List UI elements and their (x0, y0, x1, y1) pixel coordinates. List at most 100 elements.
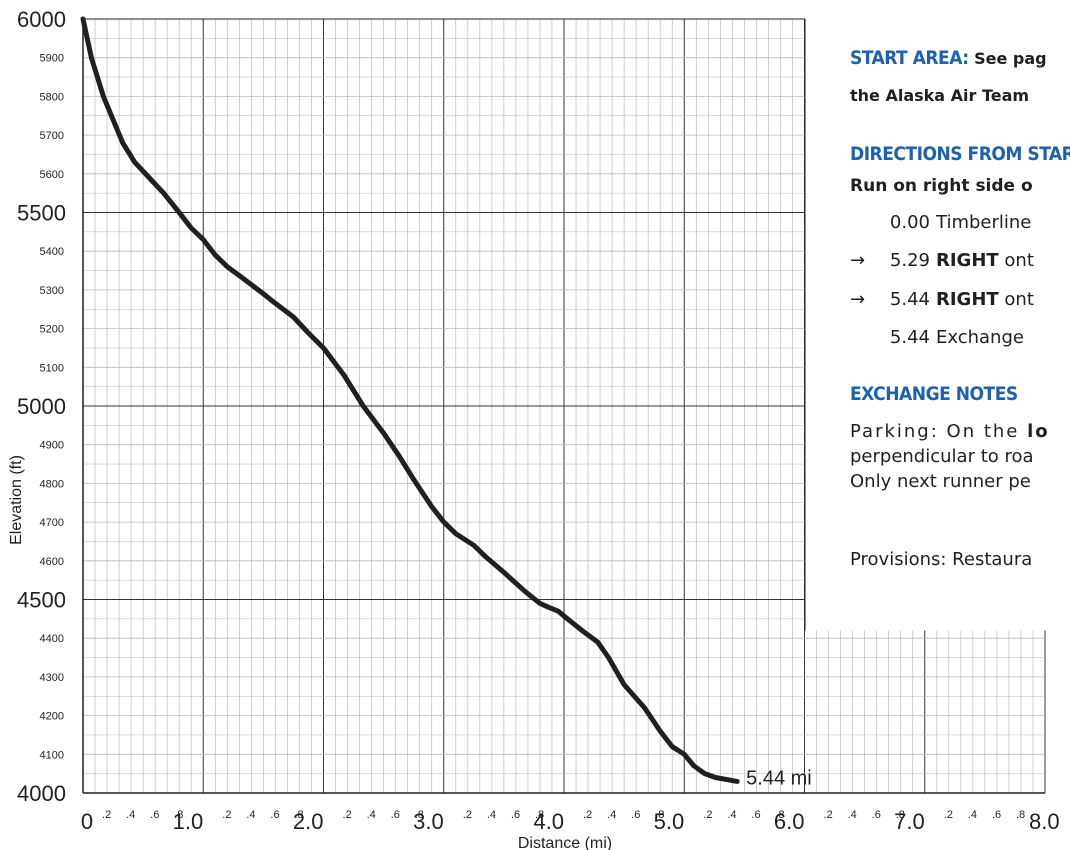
direction-step: → 5.29 RIGHT ont (850, 250, 1034, 271)
x-tick-minor: .8 (896, 809, 905, 821)
parking-line-3: Only next runner pe (850, 471, 1031, 492)
x-tick-minor: .8 (174, 809, 183, 821)
axes (82, 18, 1045, 794)
y-tick-minor: 4100 (40, 749, 64, 761)
step-text: Timberline (936, 212, 1032, 233)
x-tick-minor: .8 (1016, 809, 1025, 821)
parking-label: Parking: On the (850, 421, 1020, 442)
step-mile: 5.29 (889, 250, 930, 271)
x-tick-major: 0 (81, 809, 93, 834)
direction-step: 5.44 Exchange (850, 327, 1024, 348)
x-tick-minor: .2 (583, 809, 592, 821)
y-tick-minor: 5400 (40, 246, 64, 258)
x-tick-major: 6.0 (774, 809, 805, 834)
direction-step: 0.00 Timberline (850, 212, 1031, 233)
x-tick-minor: .4 (968, 809, 977, 821)
x-tick-minor: .2 (824, 809, 833, 821)
x-tick-minor: .8 (775, 809, 784, 821)
directions-subtitle: Run on right side o (850, 176, 1033, 196)
y-tick-minor: 4800 (40, 478, 64, 490)
arrow-right-icon: → (850, 250, 866, 271)
y-tick-minor: 5700 (40, 130, 64, 142)
annotations: 5.44 mi (746, 767, 812, 789)
x-axis-label: Distance (mi) (518, 835, 612, 850)
y-tick-minor: 4200 (40, 711, 64, 723)
x-tick-minor: .6 (391, 809, 400, 821)
y-tick-minor: 4400 (40, 633, 64, 645)
x-tick-major: 3.0 (413, 809, 444, 834)
y-tick-minor: 5600 (40, 169, 64, 181)
x-tick-minor: .8 (655, 809, 664, 821)
parking-line-1: Parking: On the lo (850, 421, 1050, 442)
x-tick-minor: .6 (631, 809, 640, 821)
x-tick-minor: .2 (102, 809, 111, 821)
y-tick-minor: 5300 (40, 285, 64, 297)
x-tick-minor: .2 (944, 809, 953, 821)
y-tick-minor: 5800 (40, 91, 64, 103)
x-tick-major: 5.0 (654, 809, 685, 834)
x-tick-minor: .4 (126, 809, 135, 821)
parking-bold: lo (1027, 421, 1050, 442)
step-mile: 5.44 (889, 289, 930, 310)
x-tick-minor: .8 (294, 809, 303, 821)
exchange-notes-header: Exchange Notes (850, 383, 1018, 405)
y-tick-major: 5500 (17, 201, 66, 226)
step-text: ont (1004, 289, 1034, 310)
y-axis-label: Elevation (ft) (8, 455, 25, 545)
end-distance-label: 5.44 mi (746, 767, 812, 789)
y-tick-major: 6000 (17, 7, 66, 32)
step-mile: 0.00 (889, 212, 930, 233)
start-area-section: Start Area: See pag (850, 47, 1047, 69)
directions-header: Directions from Star (850, 143, 1070, 165)
step-text: ont (1004, 250, 1034, 271)
info-panel: Start Area: See pag the Alaska Air Team … (850, 0, 1070, 640)
x-tick-minor: .6 (511, 809, 520, 821)
x-tick-minor: .6 (872, 809, 881, 821)
x-tick-minor: .4 (367, 809, 376, 821)
y-tick-minor: 4900 (40, 440, 64, 452)
x-tick-minor: .6 (992, 809, 1001, 821)
provisions-line: Provisions: Restaura (850, 549, 1033, 570)
x-tick-minor: .4 (246, 809, 255, 821)
y-tick-minor: 5900 (40, 53, 64, 65)
start-area-text-2: the Alaska Air Team (850, 86, 1030, 105)
step-mile: 5.44 (889, 327, 930, 348)
direction-step: → 5.44 RIGHT ont (850, 289, 1034, 310)
x-tick-major: 1.0 (173, 809, 204, 834)
step-text: Exchange (936, 327, 1024, 348)
x-tick-minor: .4 (727, 809, 736, 821)
step-action: RIGHT (936, 250, 999, 271)
x-tick-minor: .2 (463, 809, 472, 821)
start-area-label: Start Area: (850, 47, 969, 69)
x-tick-minor: .8 (535, 809, 544, 821)
y-tick-major: 4000 (17, 781, 66, 806)
x-tick-major: 8.0 (1029, 809, 1060, 834)
y-tick-major: 4500 (17, 588, 66, 613)
x-tick-minor: .6 (150, 809, 159, 821)
x-tick-major: 2.0 (293, 809, 324, 834)
y-tick-minor: 5200 (40, 324, 64, 336)
elevation-line (80, 16, 740, 784)
x-tick-minor: .8 (415, 809, 424, 821)
x-tick-minor: .4 (607, 809, 616, 821)
y-tick-major: 5000 (17, 394, 66, 419)
x-tick-major: 7.0 (894, 809, 925, 834)
y-tick-minor: 5100 (40, 362, 64, 374)
arrow-right-icon: → (850, 289, 866, 310)
x-tick-minor: .2 (222, 809, 231, 821)
x-tick-minor: .2 (703, 809, 712, 821)
x-tick-minor: .2 (343, 809, 352, 821)
x-tick-minor: .4 (848, 809, 857, 821)
x-tick-minor: .6 (270, 809, 279, 821)
x-tick-major: 4.0 (533, 809, 564, 834)
y-tick-minor: 4600 (40, 556, 64, 568)
start-area-text: See pag (974, 49, 1047, 68)
parking-line-2: perpendicular to roa (850, 446, 1034, 467)
x-tick-minor: .4 (487, 809, 496, 821)
tick-labels: 4000 4500 5000 5500 6000 4100 4200 4300 4400 4600… (17, 7, 1060, 834)
y-tick-minor: 4700 (40, 517, 64, 529)
step-action: RIGHT (936, 289, 999, 310)
x-tick-minor: .6 (751, 809, 760, 821)
y-tick-minor: 4300 (40, 672, 64, 684)
